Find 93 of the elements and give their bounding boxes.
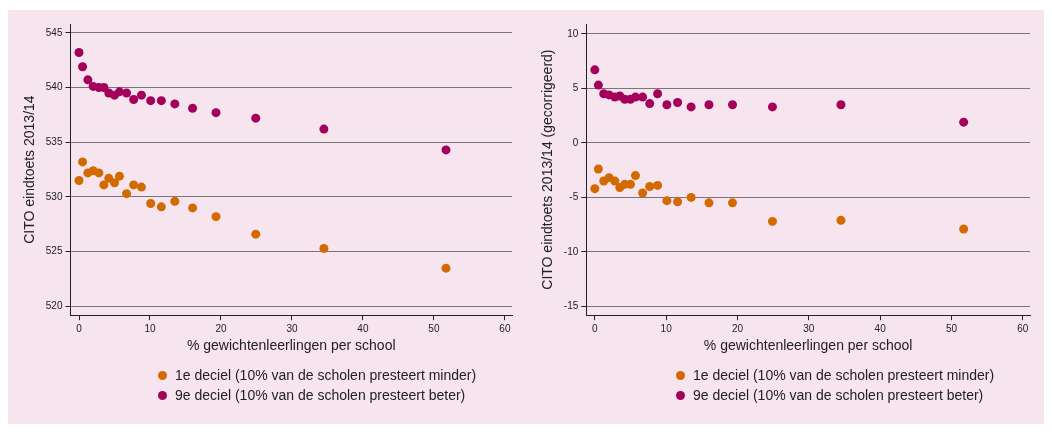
- point: [686, 192, 696, 202]
- point: [441, 263, 451, 273]
- x-tick-label: 0: [76, 322, 83, 334]
- point: [767, 216, 777, 226]
- point: [156, 202, 166, 212]
- point: [673, 197, 683, 207]
- point: [836, 215, 846, 225]
- point: [653, 89, 663, 99]
- point: [251, 229, 261, 239]
- point: [590, 184, 600, 194]
- point: [728, 100, 737, 110]
- x-tick-label: 10: [144, 322, 156, 334]
- point: [94, 168, 104, 178]
- y-tick-label: 545: [45, 26, 63, 38]
- point: [122, 189, 132, 199]
- y-tick-label: 10: [567, 27, 579, 39]
- x-axis-title: % gewichtenleerlingen per school: [703, 337, 913, 354]
- point: [146, 199, 156, 209]
- point: [836, 100, 846, 110]
- x-tick-label: 10: [660, 322, 673, 334]
- point: [251, 113, 261, 123]
- point: [129, 180, 139, 190]
- legend-label: 1e deciel (10% van de scholen presteert minder): [693, 367, 995, 383]
- x-tick-label: 50: [428, 322, 440, 334]
- point: [593, 80, 603, 90]
- point: [136, 90, 146, 100]
- x-tick-label: 60: [1017, 322, 1029, 334]
- point: [211, 108, 221, 118]
- point: [610, 176, 620, 186]
- point: [74, 176, 84, 186]
- point: [114, 171, 124, 181]
- x-tick-label: 40: [874, 322, 887, 334]
- x-tick-label: 0: [592, 322, 599, 334]
- point: [645, 99, 655, 109]
- point: [211, 212, 221, 222]
- y-tick-label: 535: [45, 135, 63, 147]
- point: [319, 243, 329, 253]
- point: [638, 92, 648, 102]
- point: [109, 178, 119, 188]
- x-axis-title: % gewichtenleerlingen per school: [186, 337, 396, 354]
- point: [99, 180, 109, 190]
- x-tick-label: 60: [499, 322, 511, 334]
- y-tick-label: -10: [563, 245, 579, 257]
- point: [83, 75, 93, 85]
- point: [78, 62, 88, 72]
- point: [156, 96, 166, 106]
- y-tick-label: 0: [572, 136, 579, 148]
- point: [767, 102, 777, 112]
- x-tick-label: 40: [357, 322, 369, 334]
- y-tick-label: -15: [563, 300, 579, 312]
- y-axis-title: CITO eindtoets 2013/14 (gecorrigeerd): [539, 49, 556, 290]
- point: [728, 198, 737, 208]
- point: [590, 65, 600, 75]
- point: [704, 100, 714, 110]
- x-tick-label: 50: [945, 322, 958, 334]
- y-tick-label: 5: [572, 82, 579, 94]
- x-tick-label: 20: [731, 322, 744, 334]
- point: [122, 88, 132, 98]
- y-axis-title: CITO eindtoets 2013/14: [21, 95, 38, 244]
- point: [645, 182, 655, 192]
- y-tick-label: 520: [45, 300, 63, 312]
- point: [74, 47, 84, 57]
- point: [673, 98, 683, 108]
- point: [662, 100, 672, 110]
- point: [188, 203, 198, 213]
- point: [638, 188, 648, 198]
- y-tick-label: 530: [45, 190, 63, 202]
- point: [662, 196, 672, 206]
- x-tick-label: 30: [803, 322, 815, 334]
- x-tick-label: 20: [215, 322, 227, 334]
- point: [959, 117, 969, 127]
- point: [686, 102, 696, 112]
- legend-label: 9e deciel (10% van de scholen presteert beter): [175, 387, 466, 403]
- legend-label: 1e deciel (10% van de scholen presteert minder): [175, 367, 477, 383]
- point: [170, 99, 180, 109]
- y-tick-label: 525: [45, 245, 63, 257]
- point: [441, 145, 451, 155]
- legend-label: 9e deciel (10% van de scholen presteert beter): [693, 387, 984, 403]
- point: [704, 198, 714, 208]
- x-tick-label: 30: [286, 322, 298, 334]
- point: [146, 96, 156, 106]
- point: [78, 157, 88, 167]
- point: [593, 164, 603, 174]
- y-tick-label: 540: [45, 81, 63, 93]
- point: [170, 196, 180, 206]
- point: [129, 95, 139, 105]
- point: [319, 124, 329, 134]
- point: [188, 103, 198, 113]
- point: [653, 180, 663, 190]
- point: [959, 224, 969, 234]
- y-tick-label: -5: [569, 191, 579, 203]
- point: [136, 182, 146, 192]
- point: [630, 171, 640, 181]
